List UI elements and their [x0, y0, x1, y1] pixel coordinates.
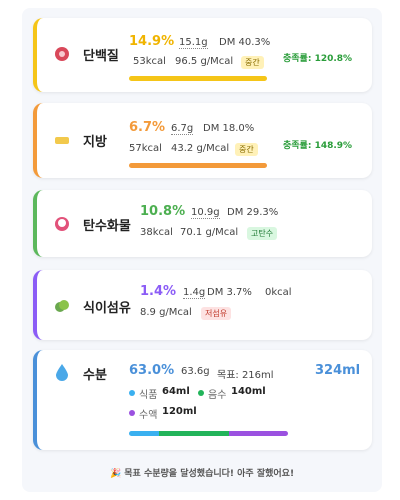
icon	[56, 364, 68, 381]
kcal: 0kcal	[265, 287, 292, 298]
density: 43.2 g/Mcal	[171, 143, 230, 154]
percent: 10.8%	[140, 204, 186, 219]
coverage: 충족률: 120.8%	[283, 54, 353, 64]
water-card: 수분 63.0% 63.6g 목표: 216ml 324ml 식품 64ml 음…	[33, 350, 372, 450]
nutrient-card: 식이섬유 1.4% 1.4g DM 3.7% 0kcal 8.9 g/Mcal …	[33, 270, 372, 340]
percent: 6.7%	[129, 120, 166, 135]
kcal: 53kcal	[133, 56, 166, 67]
icon	[55, 300, 69, 312]
nutrient-name: 지방	[83, 135, 107, 150]
badge: 중간	[235, 143, 258, 156]
dm: DM 29.3%	[227, 207, 279, 218]
kcal: 57kcal	[129, 143, 162, 154]
badge: 고탄수	[247, 227, 278, 240]
nutrient-card: 지방 6.7% 6.7g DM 18.0% 57kcal 43.2 g/Mcal…	[33, 103, 372, 178]
source-label: 음수	[208, 390, 227, 401]
badge: 저섬유	[201, 307, 232, 320]
percent: 14.9%	[129, 34, 175, 49]
source-label: 수액	[139, 410, 158, 421]
total: 324ml	[315, 363, 361, 378]
water-name: 수분	[83, 368, 107, 383]
dm: DM 40.3%	[219, 37, 271, 48]
legend-dot	[129, 390, 135, 396]
dm: DM 18.0%	[203, 123, 255, 134]
nutrient-name: 단백질	[83, 49, 119, 64]
legend-dot	[129, 410, 135, 416]
nutrient-name: 탄수화물	[83, 219, 131, 234]
grams: 6.7g	[171, 123, 194, 135]
legend-dot	[198, 390, 204, 396]
nutrient-name: 식이섬유	[83, 301, 131, 316]
grams: 1.4g	[183, 287, 206, 299]
source-label: 식품	[139, 390, 158, 401]
source-amount: 140ml	[231, 386, 266, 397]
density: 70.1 g/Mcal	[180, 227, 239, 238]
target: 목표: 216ml	[217, 370, 274, 381]
kcal: 38kcal	[140, 227, 173, 238]
grams: 10.9g	[191, 207, 220, 219]
progress-bar	[129, 76, 267, 81]
dm: DM 3.7%	[207, 287, 252, 298]
percent: 1.4%	[140, 284, 177, 299]
icon	[55, 137, 69, 144]
nutrient-card: 탄수화물 10.8% 10.9g DM 29.3% 38kcal 70.1 g/…	[33, 190, 372, 257]
source-amount: 120ml	[162, 406, 197, 417]
water-bar-iv	[229, 431, 288, 436]
water-bar-food	[129, 431, 159, 436]
density: 8.9 g/Mcal	[140, 307, 192, 318]
progress-bar	[129, 163, 267, 168]
water-bar-drink	[159, 431, 229, 436]
percent: 63.0%	[129, 363, 175, 378]
badge: 중간	[241, 56, 264, 69]
density: 96.5 g/Mcal	[175, 56, 234, 67]
coverage: 충족률: 148.9%	[283, 141, 353, 151]
nutrient-card: 단백질 14.9% 15.1g DM 40.3% 53kcal 96.5 g/M…	[33, 18, 372, 92]
icon	[55, 217, 69, 231]
panel: 단백질 14.9% 15.1g DM 40.3% 53kcal 96.5 g/M…	[22, 8, 382, 492]
grams: 63.6g	[181, 366, 210, 377]
footer-message: 🎉 목표 수분량을 달성했습니다! 아주 잘했어요!	[109, 469, 295, 479]
icon	[55, 47, 69, 61]
grams: 15.1g	[179, 37, 208, 49]
source-amount: 64ml	[162, 386, 190, 397]
